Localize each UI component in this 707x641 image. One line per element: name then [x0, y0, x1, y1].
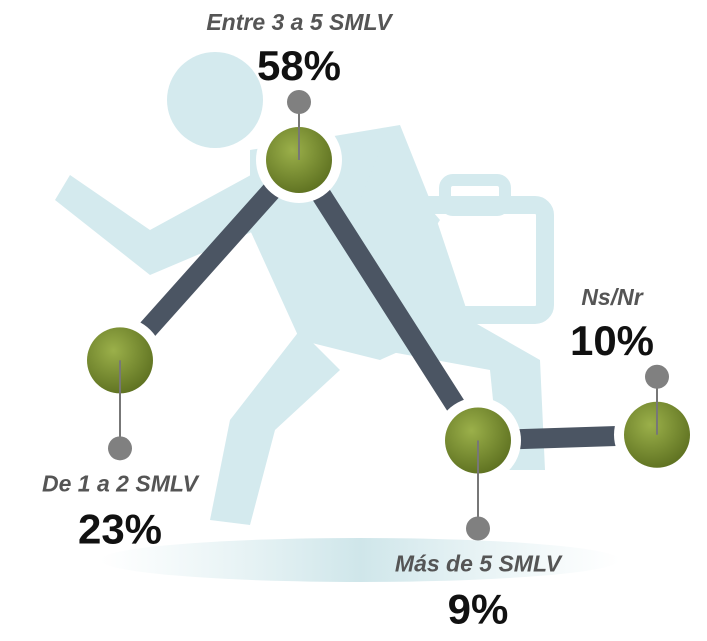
category-label: De 1 a 2 SMLV: [42, 470, 200, 496]
pin-head: [645, 364, 669, 389]
value-label: 10%: [570, 317, 654, 364]
pin-head: [108, 436, 132, 461]
runner-illustration: [55, 52, 620, 582]
pin-head: [466, 516, 490, 541]
category-label: Ns/Nr: [581, 284, 643, 310]
category-label: Entre 3 a 5 SMLV: [206, 9, 393, 35]
value-label: 58%: [257, 42, 341, 89]
pin-head: [287, 90, 311, 114]
value-label: 9%: [448, 586, 509, 633]
value-label: 23%: [78, 505, 162, 552]
connector-line: [112, 143, 658, 451]
category-label: Más de 5 SMLV: [395, 551, 563, 577]
